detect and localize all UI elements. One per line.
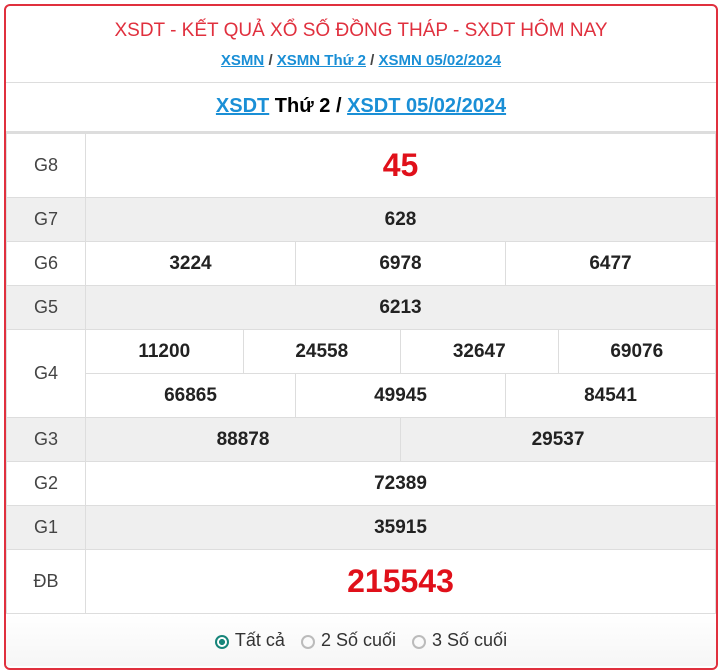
results-card: XSDT - KẾT QUẢ XỔ SỐ ĐỒNG THÁP - SXDT HÔ… xyxy=(4,4,718,670)
radio-icon[interactable] xyxy=(300,634,315,649)
prize-value: 49945 xyxy=(295,373,506,418)
row-g2: G2 72389 xyxy=(6,461,716,506)
breadcrumb-xsmn-thu2[interactable]: XSMN Thứ 2 xyxy=(276,52,366,69)
prize-label: G7 xyxy=(6,197,86,242)
prize-label: ĐB xyxy=(6,549,86,614)
prize-value: 6477 xyxy=(505,241,716,286)
prize-label: G8 xyxy=(6,133,86,198)
subtitle: XSDT Thứ 2 / XSDT 05/02/2024 xyxy=(6,83,716,133)
filter-label: 2 Số cuối xyxy=(320,629,397,650)
prize-value: 29537 xyxy=(400,417,716,462)
filter-label: Tất cả xyxy=(234,629,285,650)
row-g6: G6 3224 6978 6477 xyxy=(6,241,716,286)
digit-filter: Tất cả 2 Số cuối 3 Số cuối xyxy=(6,614,716,666)
prize-value: 35915 xyxy=(85,505,716,550)
breadcrumb: XSMN / XSMN Thứ 2 / XSMN 05/02/2024 xyxy=(6,52,716,69)
prize-value: 45 xyxy=(85,133,716,198)
radio-icon[interactable] xyxy=(412,634,427,649)
prize-value: 24558 xyxy=(242,329,401,374)
prize-value: 32647 xyxy=(400,329,559,374)
filter-3-digits[interactable]: 3 Số cuối xyxy=(412,630,507,651)
filter-2-digits[interactable]: 2 Số cuối xyxy=(300,629,397,651)
row-g5: G5 6213 xyxy=(6,285,716,330)
prize-label: G3 xyxy=(6,417,86,462)
prize-label: G4 xyxy=(6,329,86,418)
header: XSDT - KẾT QUẢ XỔ SỐ ĐỒNG THÁP - SXDT HÔ… xyxy=(6,6,716,83)
row-db: ĐB 215543 xyxy=(6,549,716,614)
prize-label: G6 xyxy=(6,241,86,286)
prize-value: 88878 xyxy=(85,417,401,462)
separator: / xyxy=(370,52,375,69)
row-g4: G4 11200 24558 32647 69076 xyxy=(6,329,716,418)
prize-value: 3224 xyxy=(85,241,296,286)
filter-all[interactable]: Tất cả xyxy=(214,629,285,651)
radio-checked-icon[interactable] xyxy=(214,634,229,649)
prize-value: 72389 xyxy=(85,461,716,506)
filter-label: 3 Số cuối xyxy=(432,629,508,650)
row-g1: G1 35915 xyxy=(6,505,716,550)
prize-label: G1 xyxy=(6,505,86,550)
breadcrumb-xsmn-date[interactable]: XSMN 05/02/2024 xyxy=(378,52,502,69)
prize-label: G5 xyxy=(6,285,86,330)
prize-value: 66865 xyxy=(85,373,296,418)
breadcrumb-xsmn[interactable]: XSMN xyxy=(220,52,265,69)
row-g7: G7 628 xyxy=(6,197,716,242)
results-table: G8 45 G7 628 G6 3224 6978 6477 G5 6213 G4 11200… xyxy=(6,133,716,614)
prize-value: 628 xyxy=(85,197,716,242)
prize-value: 84541 xyxy=(505,373,716,418)
prize-value: 6213 xyxy=(85,285,716,330)
xsdt-link[interactable]: XSDT xyxy=(215,95,270,117)
subtitle-text: Thứ 2 / xyxy=(269,95,348,117)
row-g4b: 66865 49945 84541 xyxy=(7,373,716,418)
prize-value: 11200 xyxy=(85,329,244,374)
row-g8: G8 45 xyxy=(6,133,716,198)
prize-label: G2 xyxy=(6,461,86,506)
xsdt-date-link[interactable]: XSDT 05/02/2024 xyxy=(347,95,507,117)
jackpot-value: 215543 xyxy=(85,549,716,614)
prize-value: 69076 xyxy=(557,329,716,374)
page-title: XSDT - KẾT QUẢ XỔ SỐ ĐỒNG THÁP - SXDT HÔ… xyxy=(114,20,608,41)
row-g3: G3 88878 29537 xyxy=(6,417,716,462)
separator: / xyxy=(268,52,273,69)
prize-value: 6978 xyxy=(295,241,506,286)
